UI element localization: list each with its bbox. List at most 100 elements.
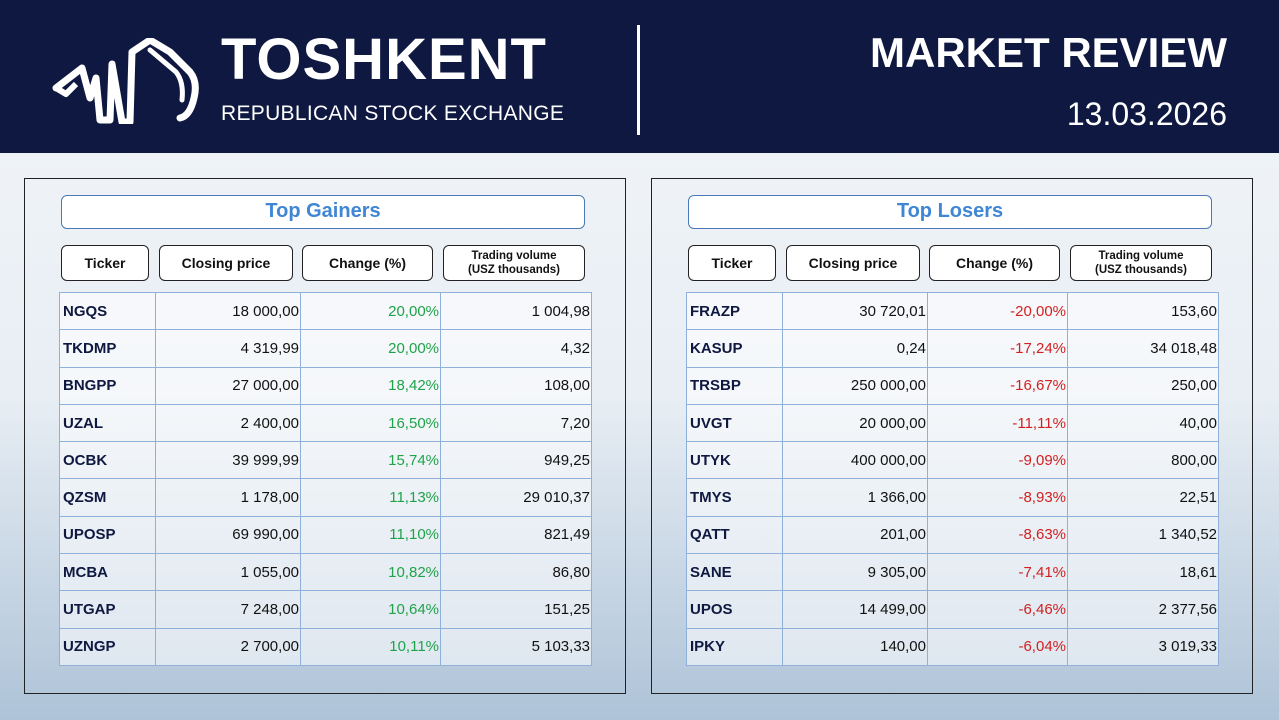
trading-volume-cell: 1 340,52 <box>1067 515 1219 555</box>
trading-volume-label: Trading volume <box>471 250 557 262</box>
change-cell: -6,46% <box>927 590 1068 629</box>
trading-volume-cell: 821,49 <box>440 515 592 555</box>
table-row: NGQS 18 000,00 20,00% 1 004,98 <box>59 291 592 331</box>
table-row: MCBA 1 055,00 10,82% 86,80 <box>59 553 592 592</box>
change-cell: -6,04% <box>927 627 1068 666</box>
brand-subtitle: REPUBLICAN STOCK EXCHANGE <box>221 102 565 125</box>
change-cell: -11,11% <box>927 403 1068 443</box>
closing-price-cell: 9 305,00 <box>782 553 928 592</box>
trading-volume-cell: 800,00 <box>1067 441 1219 480</box>
closing-price-column-header: Closing price <box>159 245 293 281</box>
ticker-cell: UZAL <box>59 403 156 443</box>
closing-price-cell: 140,00 <box>782 627 928 666</box>
change-cell: -8,63% <box>927 515 1068 555</box>
trading-volume-cell: 5 103,33 <box>440 627 592 666</box>
table-row: FRAZP 30 720,01 -20,00% 153,60 <box>686 291 1219 331</box>
table-row: IPKY 140,00 -6,04% 3 019,33 <box>686 627 1219 666</box>
ticker-cell: UPOSP <box>59 515 156 555</box>
trading-volume-cell: 2 377,56 <box>1067 590 1219 629</box>
table-row: QZSM 1 178,00 11,13% 29 010,37 <box>59 478 592 517</box>
change-cell: -7,41% <box>927 553 1068 592</box>
table-row: TRSBP 250 000,00 -16,67% 250,00 <box>686 366 1219 405</box>
trading-volume-cell: 153,60 <box>1067 291 1219 331</box>
ticker-column-header: Ticker <box>688 245 776 281</box>
change-column-header: Change (%) <box>302 245 433 281</box>
report-title: MARKET REVIEW <box>870 29 1227 76</box>
ticker-cell: IPKY <box>686 627 783 666</box>
closing-price-cell: 14 499,00 <box>782 590 928 629</box>
trading-volume-cell: 151,25 <box>440 590 592 629</box>
trading-volume-cell: 7,20 <box>440 403 592 443</box>
table-row: OCBK 39 999,99 15,74% 949,25 <box>59 441 592 480</box>
ticker-cell: TRSBP <box>686 366 783 405</box>
closing-price-cell: 250 000,00 <box>782 366 928 405</box>
closing-price-cell: 201,00 <box>782 515 928 555</box>
change-column-header: Change (%) <box>929 245 1060 281</box>
trading-volume-unit: (USZ thousands) <box>468 264 560 276</box>
ticker-cell: UZNGP <box>59 627 156 666</box>
table-row: TMYS 1 366,00 -8,93% 22,51 <box>686 478 1219 517</box>
ticker-cell: UVGT <box>686 403 783 443</box>
trading-volume-cell: 1 004,98 <box>440 291 592 331</box>
closing-price-cell: 20 000,00 <box>782 403 928 443</box>
ticker-cell: QZSM <box>59 478 156 517</box>
losers-table: FRAZP 30 720,01 -20,00% 153,60 KASUP 0,24 -17,… <box>686 291 1219 666</box>
table-row: UTGAP 7 248,00 10,64% 151,25 <box>59 590 592 629</box>
trading-volume-cell: 108,00 <box>440 366 592 405</box>
header-banner: TOSHKENT REPUBLICAN STOCK EXCHANGE MARKE… <box>0 0 1279 153</box>
table-row: UZNGP 2 700,00 10,11% 5 103,33 <box>59 627 592 666</box>
table-row: QATT 201,00 -8,63% 1 340,52 <box>686 515 1219 555</box>
closing-price-cell: 4 319,99 <box>155 329 301 368</box>
header-divider <box>637 25 640 135</box>
trading-volume-cell: 40,00 <box>1067 403 1219 443</box>
top-gainers-title: Top Gainers <box>61 195 585 229</box>
ticker-cell: SANE <box>686 553 783 592</box>
closing-price-cell: 27 000,00 <box>155 366 301 405</box>
trading-volume-cell: 4,32 <box>440 329 592 368</box>
table-row: KASUP 0,24 -17,24% 34 018,48 <box>686 329 1219 368</box>
trading-volume-cell: 3 019,33 <box>1067 627 1219 666</box>
trading-volume-cell: 86,80 <box>440 553 592 592</box>
ticker-cell: OCBK <box>59 441 156 480</box>
gainers-table: NGQS 18 000,00 20,00% 1 004,98 TKDMP 4 319,99… <box>59 291 592 666</box>
change-cell: 18,42% <box>300 366 441 405</box>
table-row: UTYK 400 000,00 -9,09% 800,00 <box>686 441 1219 480</box>
table-row: UPOSP 69 990,00 11,10% 821,49 <box>59 515 592 555</box>
trading-volume-label: Trading volume <box>1098 250 1184 262</box>
change-cell: 11,10% <box>300 515 441 555</box>
closing-price-cell: 0,24 <box>782 329 928 368</box>
trading-volume-cell: 22,51 <box>1067 478 1219 517</box>
trading-volume-cell: 250,00 <box>1067 366 1219 405</box>
change-cell: 16,50% <box>300 403 441 443</box>
ticker-cell: MCBA <box>59 553 156 592</box>
change-cell: -20,00% <box>927 291 1068 331</box>
table-row: UPOS 14 499,00 -6,46% 2 377,56 <box>686 590 1219 629</box>
closing-price-cell: 30 720,01 <box>782 291 928 331</box>
trading-volume-unit: (USZ thousands) <box>1095 264 1187 276</box>
closing-price-cell: 400 000,00 <box>782 441 928 480</box>
table-row: TKDMP 4 319,99 20,00% 4,32 <box>59 329 592 368</box>
change-cell: -8,93% <box>927 478 1068 517</box>
brand-title: TOSHKENT <box>221 27 547 92</box>
top-gainers-panel: Top Gainers Ticker Closing price Change … <box>24 178 626 694</box>
ticker-cell: TKDMP <box>59 329 156 368</box>
trading-volume-cell: 29 010,37 <box>440 478 592 517</box>
closing-price-cell: 39 999,99 <box>155 441 301 480</box>
closing-price-cell: 1 178,00 <box>155 478 301 517</box>
change-cell: 20,00% <box>300 291 441 331</box>
closing-price-cell: 69 990,00 <box>155 515 301 555</box>
closing-price-cell: 2 400,00 <box>155 403 301 443</box>
change-cell: 10,11% <box>300 627 441 666</box>
ticker-cell: FRAZP <box>686 291 783 331</box>
closing-price-cell: 7 248,00 <box>155 590 301 629</box>
change-cell: 20,00% <box>300 329 441 368</box>
closing-price-cell: 2 700,00 <box>155 627 301 666</box>
closing-price-column-header: Closing price <box>786 245 920 281</box>
report-date: 13.03.2026 <box>1066 96 1227 132</box>
change-cell: 10,82% <box>300 553 441 592</box>
change-cell: 10,64% <box>300 590 441 629</box>
ticker-cell: BNGPP <box>59 366 156 405</box>
ticker-cell: UTGAP <box>59 590 156 629</box>
change-cell: -9,09% <box>927 441 1068 480</box>
closing-price-cell: 1 055,00 <box>155 553 301 592</box>
